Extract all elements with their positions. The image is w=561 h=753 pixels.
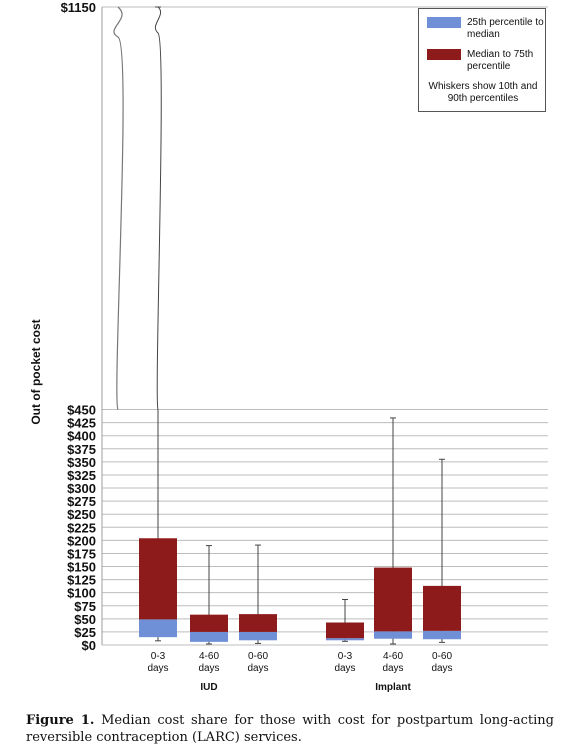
axis-break-marks [113,6,124,410]
box-upper-segment [374,567,412,632]
y-tick-label: $450 [67,403,96,418]
y-tick-label: $200 [67,533,96,548]
y-tick-label: $250 [67,507,96,522]
y-tick-label: $100 [67,586,96,601]
category-label: 4-60 [383,651,403,662]
y-tick-label: $225 [67,520,96,535]
category-label-unit: days [334,663,355,674]
box-lower-segment [423,630,461,640]
box-lower-segment [374,631,412,639]
y-tick-label: $400 [67,429,96,444]
box-upper-segment [326,622,364,639]
y-tick-label: $25 [74,625,96,640]
category-label: 0-60 [248,651,268,662]
whisker-break [154,6,162,410]
legend-swatch-upper [427,49,461,60]
category-label: 0-60 [432,651,452,662]
y-tick-label: $275 [67,494,96,509]
y-tick-label: $0 [82,638,96,653]
box-lower-segment [139,619,177,638]
y-tick-label: $375 [67,442,96,457]
legend: 25th percentile to median Median to 75th… [418,8,546,112]
y-tick-label: $1150 [61,0,96,15]
box-plot: $0$25$50$75$100$125$150$175$200$225$250$… [29,0,548,693]
category-label-unit: days [198,663,219,674]
y-tick-label: $75 [74,599,96,614]
y-tick-label: $425 [67,416,96,431]
figure-caption-label: Figure 1. [26,713,95,728]
boxes [139,6,461,645]
box-upper-segment [239,614,277,632]
y-tick-label: $125 [67,573,96,588]
box-lower-segment [190,631,228,642]
box-lower-segment [239,631,277,641]
legend-item-upper: Median to 75th percentile [427,49,545,73]
box-upper-segment [139,538,177,620]
category-label-unit: days [431,663,452,674]
category-label: 0-3 [151,651,166,662]
axis-break-mark [113,6,124,410]
legend-whisker-note: Whiskers show 10th and 90th percentiles [428,81,538,104]
category-label: 4-60 [199,651,219,662]
y-axis: $0$25$50$75$100$125$150$175$200$225$250$… [61,0,103,653]
legend-item-lower: 25th percentile to median [427,17,545,41]
y-tick-label: $300 [67,481,96,496]
legend-label-upper: Median to 75th percentile [467,49,534,72]
category-label-unit: days [382,663,403,674]
figure-caption: Figure 1. Median cost share for those wi… [26,712,554,746]
group-label: IUD [200,682,217,693]
box-upper-segment [423,585,461,631]
box-upper-segment [190,614,228,632]
y-tick-label: $350 [67,455,96,470]
category-label-unit: days [147,663,168,674]
group-label: Implant [375,682,411,693]
y-tick-label: $150 [67,560,96,575]
y-tick-label: $325 [67,468,96,483]
y-tick-label: $175 [67,546,96,561]
legend-label-lower: 25th percentile to median [467,17,544,40]
category-label: 0-3 [338,651,353,662]
category-label-unit: days [247,663,268,674]
y-axis-label: Out of pocket cost [29,319,43,424]
figure-caption-text: Median cost share for those with cost fo… [26,713,554,745]
box-lower-segment [326,638,364,641]
category-labels: 0-3days4-60days0-60daysIUD0-3days4-60day… [147,651,452,693]
legend-swatch-lower [427,17,461,28]
y-tick-label: $50 [74,612,96,627]
